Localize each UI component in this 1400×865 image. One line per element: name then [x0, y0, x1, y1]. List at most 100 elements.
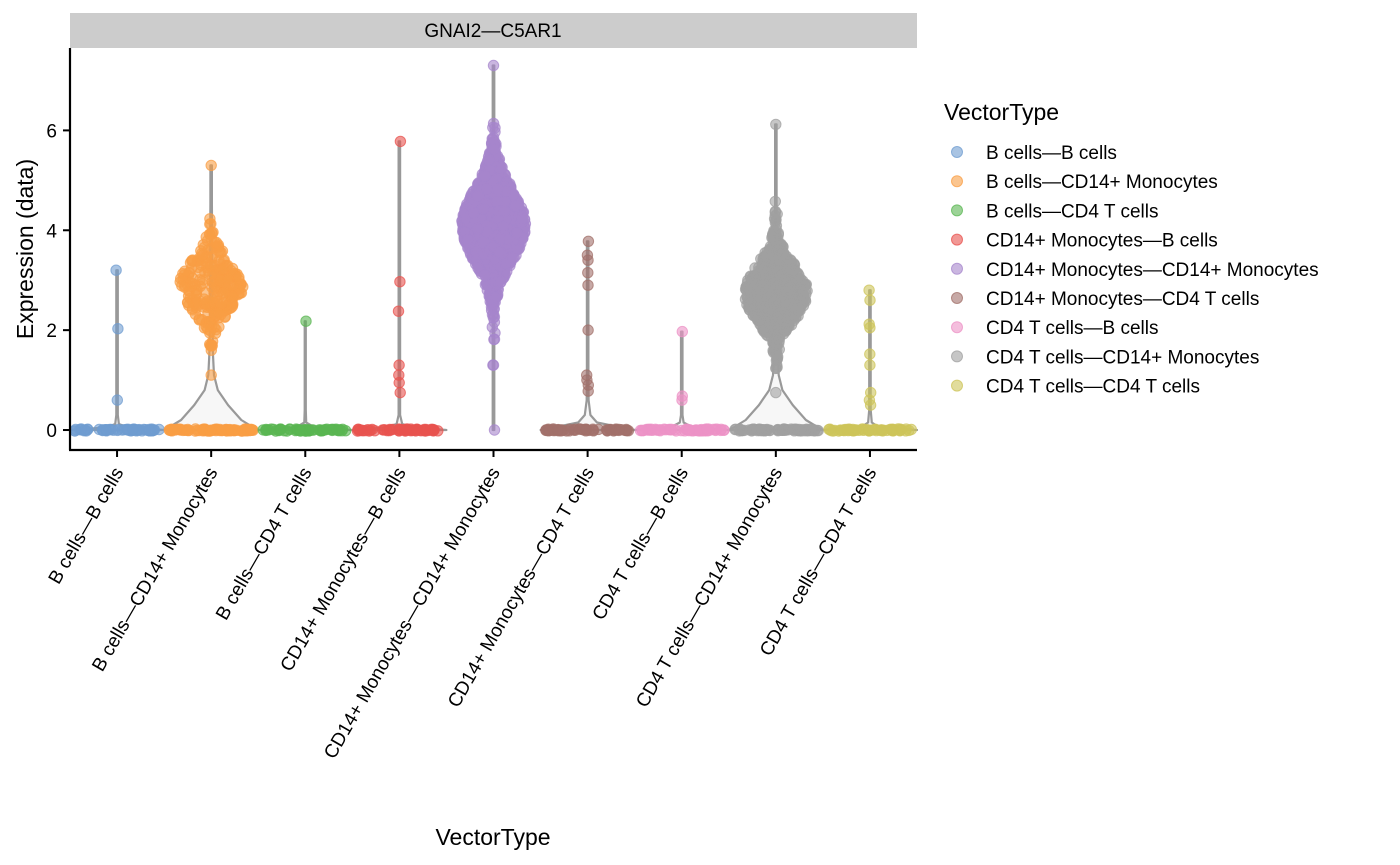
legend-item: B cells—CD14+ Monocytes	[951, 172, 1218, 193]
series-8-points	[729, 118, 824, 437]
data-point	[581, 369, 593, 381]
data-point	[213, 321, 225, 333]
facet-strip: GNAI2—C5AR1	[70, 13, 917, 48]
legend-item: CD4 T cells—B cells	[951, 318, 1158, 339]
data-point	[294, 424, 306, 437]
data-point	[351, 425, 364, 437]
data-point	[489, 122, 501, 134]
data-point	[582, 324, 594, 336]
series-9-points	[823, 284, 917, 437]
data-point	[493, 245, 505, 257]
data-point	[143, 423, 156, 436]
data-point	[169, 424, 182, 436]
data-point	[100, 425, 113, 437]
legend-key	[951, 233, 963, 246]
data-point	[490, 291, 502, 303]
data-point	[762, 322, 774, 334]
data-point	[216, 424, 229, 437]
legend-item: B cells—B cells	[951, 143, 1117, 164]
x-tick-label: CD4 T cells—B cells	[589, 464, 693, 624]
data-point	[683, 424, 695, 437]
data-point	[472, 190, 485, 202]
data-point	[206, 259, 218, 272]
data-point	[213, 307, 226, 319]
data-point	[654, 425, 666, 437]
legend-items: B cells—B cells B cells—CD14+ Monocytes B …	[951, 143, 1319, 398]
legend-key	[951, 379, 963, 392]
data-point	[193, 313, 205, 325]
data-point	[665, 424, 677, 436]
data-point	[763, 245, 775, 257]
data-point	[772, 266, 784, 278]
legend-label: CD14+ Monocytes—CD4 T cells	[986, 289, 1259, 310]
data-point	[766, 229, 779, 242]
legend-label: B cells—CD4 T cells	[986, 201, 1158, 222]
data-point	[843, 423, 855, 435]
data-point	[863, 318, 875, 330]
data-point	[153, 423, 165, 436]
y-tick-label: 6	[46, 121, 57, 142]
series-2-points	[163, 159, 259, 437]
data-point	[758, 270, 771, 282]
data-point	[779, 295, 791, 307]
data-point	[771, 252, 783, 265]
legend-key	[951, 146, 963, 158]
data-point	[771, 349, 783, 361]
data-point	[864, 294, 876, 306]
data-point	[784, 284, 796, 296]
data-point	[336, 425, 348, 437]
legend-label: CD14+ Monocytes—B cells	[986, 231, 1218, 252]
y-tick-label: 0	[46, 421, 57, 442]
data-point	[179, 265, 191, 277]
x-tick-label: B cells—B cells	[45, 464, 129, 588]
data-point	[753, 314, 766, 326]
data-point	[864, 359, 876, 371]
legend-key	[951, 175, 963, 188]
data-point	[885, 424, 897, 436]
data-point	[500, 257, 512, 270]
data-point	[418, 424, 430, 437]
series-6-points	[540, 235, 635, 437]
data-point	[477, 203, 490, 215]
legend-item: CD14+ Monocytes—CD4 T cells	[951, 289, 1259, 310]
data-point	[516, 213, 529, 225]
legend-key	[951, 292, 963, 304]
data-point	[233, 271, 245, 283]
data-point	[701, 423, 713, 435]
data-point	[197, 274, 209, 286]
data-point	[79, 424, 91, 436]
data-point	[488, 424, 501, 436]
legend-key	[951, 321, 963, 334]
data-point	[261, 424, 273, 436]
y-tick-label: 2	[46, 321, 57, 342]
series-7-points	[634, 325, 730, 437]
data-point	[498, 205, 511, 217]
data-point	[198, 293, 210, 305]
data-point	[205, 340, 217, 352]
data-point	[636, 425, 649, 437]
data-point	[110, 264, 122, 276]
data-point	[864, 348, 876, 360]
data-point	[111, 394, 124, 406]
data-point	[394, 276, 406, 288]
legend-label: CD4 T cells—CD14+ Monocytes	[986, 347, 1259, 368]
data-point	[198, 241, 210, 254]
data-point	[770, 118, 782, 131]
data-point	[580, 423, 592, 435]
data-point	[495, 276, 507, 288]
data-point	[582, 267, 594, 279]
data-point	[479, 269, 491, 282]
legend-item: CD4 T cells—CD4 T cells	[951, 377, 1200, 398]
data-point	[782, 320, 794, 332]
series-1-points	[69, 264, 165, 437]
data-point	[487, 359, 500, 371]
data-point	[496, 161, 508, 174]
data-point	[215, 298, 227, 310]
data-point	[770, 362, 782, 374]
data-point	[300, 315, 312, 327]
data-point	[210, 236, 223, 249]
x-axis-title: VectorType	[435, 824, 550, 850]
data-point	[798, 425, 810, 437]
data-point	[874, 424, 886, 437]
